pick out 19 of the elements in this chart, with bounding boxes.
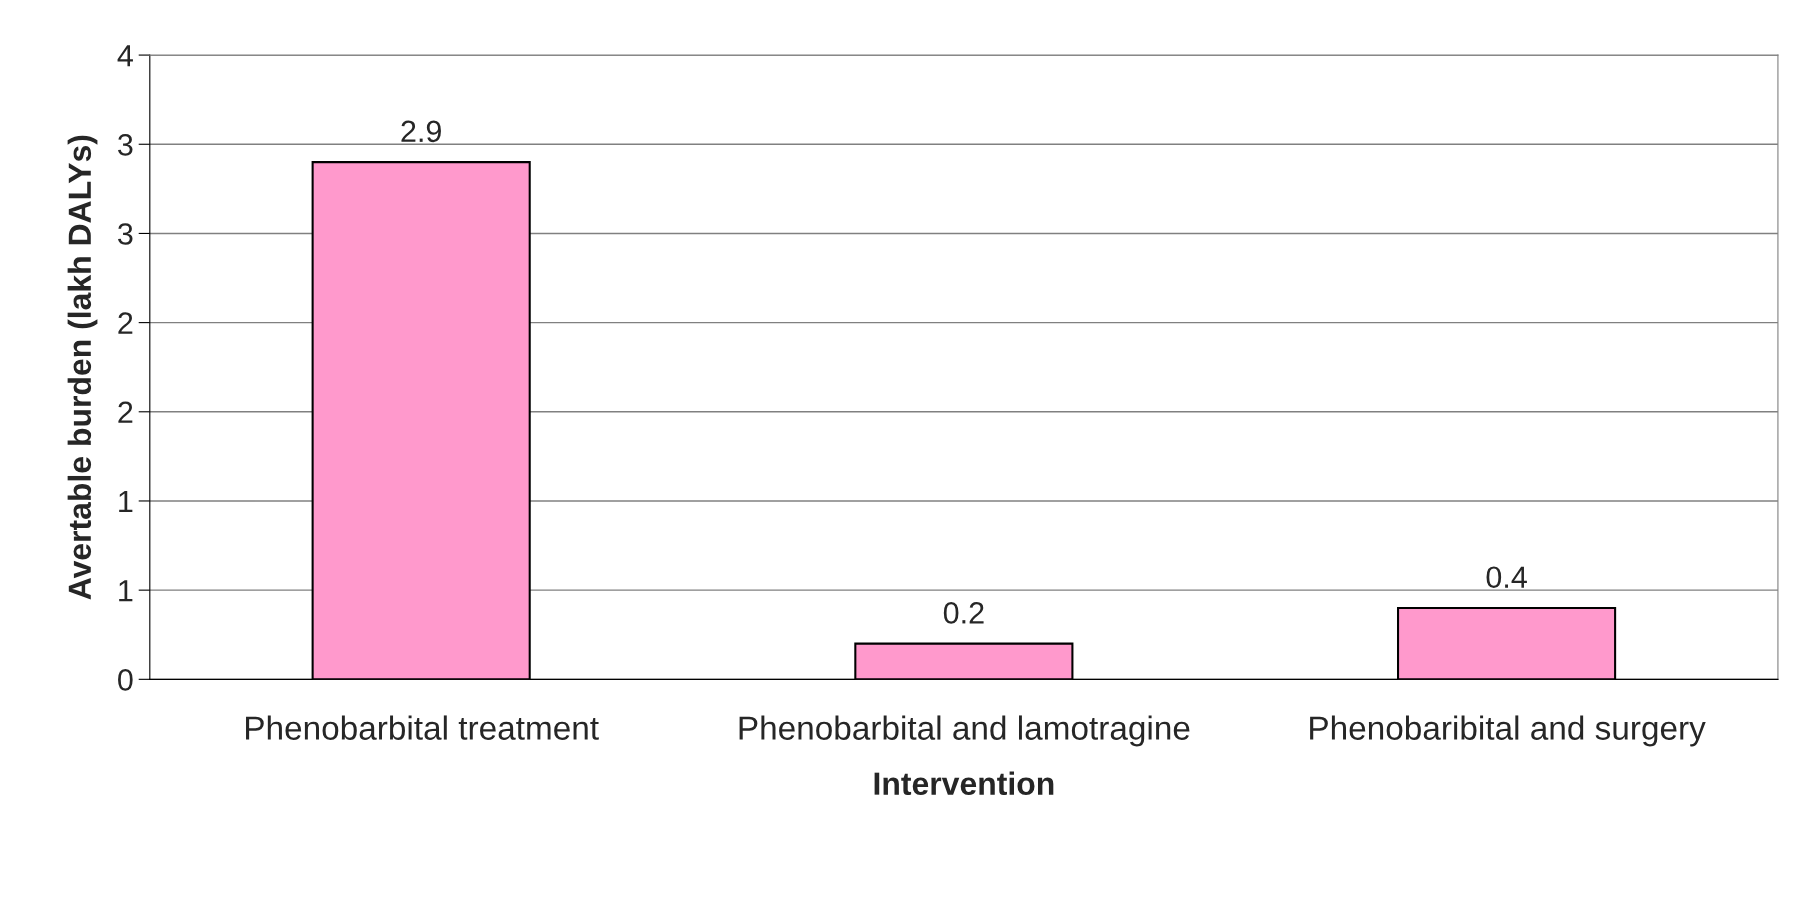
y-tick-label: 0 <box>118 669 133 691</box>
x-tick-label: Phenobaribital and surgery <box>1310 715 1706 747</box>
data-label: 0.4 <box>1486 566 1527 589</box>
y-tick-label: 3 <box>118 223 133 245</box>
x-tick-label: Phenobarbital and lamotragine <box>739 715 1190 747</box>
data-label: 0.2 <box>943 602 984 624</box>
data-label: 2.9 <box>401 120 441 143</box>
y-tick-label: 4 <box>117 45 133 67</box>
y-axis-title: Avertable burden (lakh DALYs) <box>67 135 98 600</box>
y-tick-label: 2 <box>118 401 133 423</box>
bar <box>854 642 1074 680</box>
x-axis-title: Intervention <box>874 771 1054 795</box>
y-tick-label: 1 <box>119 491 133 513</box>
y-tick-label: 1 <box>119 580 133 602</box>
y-tick-label: 3 <box>118 133 133 156</box>
bar <box>1396 606 1617 680</box>
bar <box>311 161 531 680</box>
y-tick-label: 2 <box>118 312 133 334</box>
x-tick-label: Phenobarbital treatment <box>246 715 599 740</box>
